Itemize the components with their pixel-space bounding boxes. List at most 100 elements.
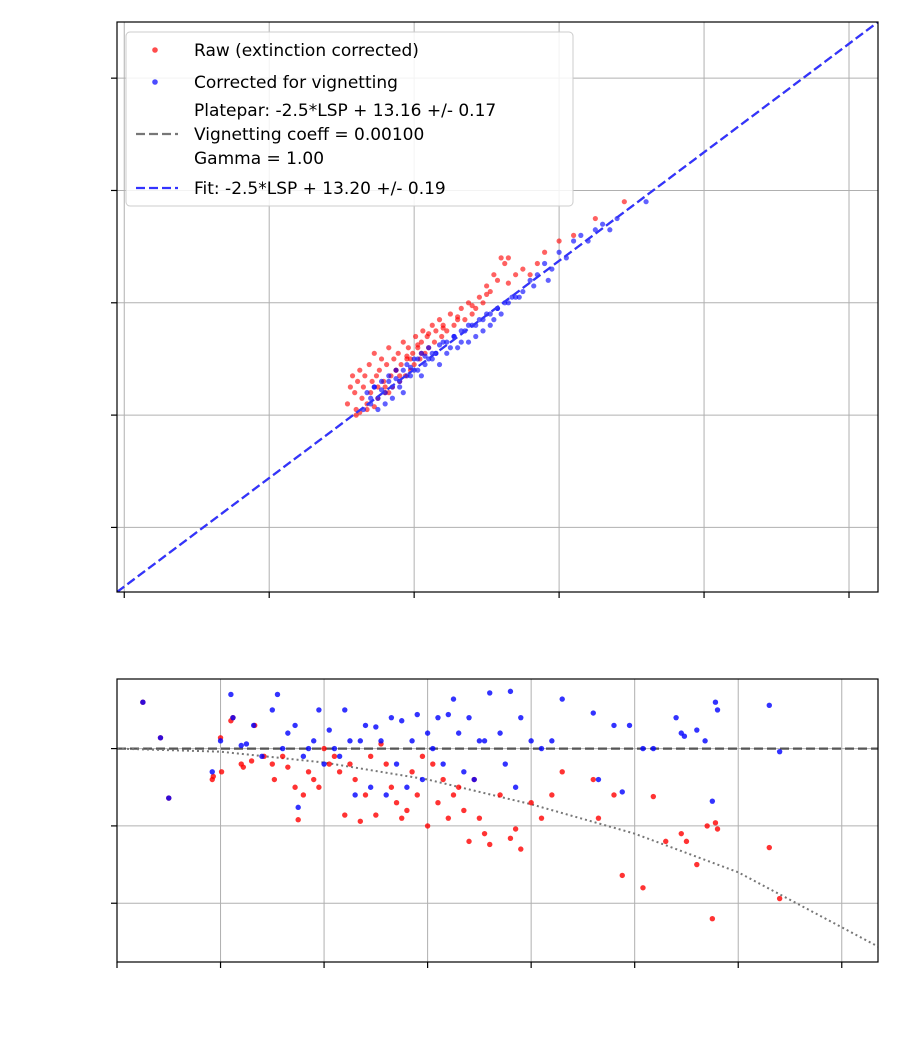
data-point [640, 745, 646, 752]
data-point [465, 339, 472, 345]
data-point [418, 373, 424, 379]
data-point [393, 367, 399, 373]
data-point [336, 769, 343, 775]
data-point [776, 748, 783, 755]
data-point [357, 367, 363, 373]
data-point [447, 311, 453, 317]
data-point [336, 753, 343, 760]
data-point [414, 711, 420, 718]
data-point [407, 364, 414, 370]
data-point [384, 361, 390, 368]
data-point [359, 395, 365, 401]
data-point [321, 761, 327, 767]
data-point [444, 339, 450, 345]
data-point [397, 373, 403, 379]
data-point [415, 356, 421, 362]
data-point [347, 761, 353, 767]
data-point [352, 792, 358, 798]
data-point [455, 345, 461, 351]
data-point [407, 356, 414, 362]
data-point [269, 707, 276, 713]
data-point [709, 798, 716, 804]
data-point [502, 761, 508, 767]
data-point [259, 753, 265, 760]
data-point [445, 711, 452, 718]
data-point [461, 769, 467, 775]
data-point [487, 288, 493, 295]
data-point [426, 345, 432, 351]
data-point [461, 807, 467, 814]
data-point [590, 776, 596, 783]
vignetting-model-line [117, 747, 878, 948]
data-point [455, 730, 462, 736]
data-point [505, 300, 511, 306]
data-point [420, 328, 426, 334]
plot-area [117, 22, 878, 592]
data-point [678, 830, 684, 837]
data-point [462, 317, 468, 323]
data-point [445, 815, 452, 821]
data-point [321, 745, 327, 752]
data-point [559, 696, 565, 702]
data-point [274, 691, 281, 698]
data-point [481, 738, 488, 744]
data-point [663, 838, 669, 845]
data-point [375, 384, 381, 390]
data-point [352, 776, 358, 783]
data-point [528, 738, 534, 744]
data-point [592, 215, 598, 222]
data-point [279, 753, 286, 760]
top-scatter-panel: Raw (extinction corrected) Corrected for … [111, 21, 879, 598]
data-point [559, 769, 565, 775]
data-point [347, 384, 353, 390]
data-point [378, 356, 385, 362]
data-point [484, 283, 490, 289]
legend-entry-label: Vignetting coeff = 0.00100 [194, 125, 424, 145]
data-point [316, 707, 322, 713]
data-point [243, 741, 250, 747]
data-point [436, 361, 443, 368]
data-point [436, 317, 443, 323]
fit-line [117, 22, 878, 592]
data-point [473, 305, 479, 312]
data-point [491, 272, 497, 278]
data-point [681, 733, 688, 739]
data-point [331, 753, 338, 760]
data-point [378, 378, 385, 385]
data-point [347, 738, 353, 744]
data-point [571, 232, 577, 238]
data-point [518, 846, 524, 852]
data-point [542, 260, 548, 267]
data-point [404, 784, 410, 790]
data-point [611, 792, 617, 798]
data-point [292, 722, 298, 729]
data-point [342, 812, 348, 818]
data-point [362, 373, 368, 379]
data-point [331, 745, 338, 752]
data-point [364, 390, 370, 396]
data-point [352, 390, 358, 396]
data-point [228, 691, 234, 698]
data-point [311, 776, 317, 783]
data-point [373, 812, 379, 818]
legend-entry-label: Fit: -2.5*LSP + 13.20 +/- 0.19 [194, 179, 446, 199]
data-point [300, 753, 307, 760]
data-point [250, 722, 257, 729]
data-point [444, 328, 450, 334]
data-point [712, 699, 719, 705]
data-point [362, 722, 369, 729]
data-point [527, 277, 533, 283]
data-point [497, 730, 503, 736]
data-point [342, 707, 348, 713]
data-point [458, 305, 464, 312]
data-point [531, 283, 537, 289]
data-point [469, 302, 475, 309]
data-point [411, 361, 417, 368]
data-point [398, 361, 404, 368]
data-point [704, 823, 710, 829]
data-point [439, 333, 445, 340]
data-point [367, 753, 374, 760]
legend-entry-label: Raw (extinction corrected) [194, 41, 419, 61]
axes-frame [116, 21, 879, 593]
data-point [440, 776, 446, 783]
